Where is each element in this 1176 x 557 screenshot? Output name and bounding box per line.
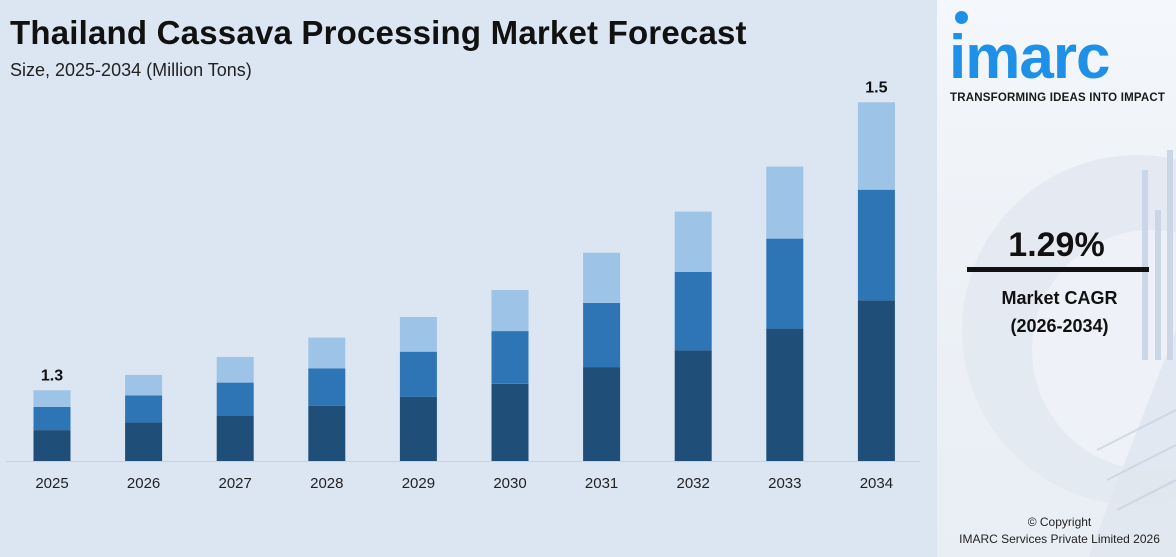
x-tick-label-2027: 2027 (219, 475, 252, 492)
copyright-line-2: IMARC Services Private Limited 2026 (959, 532, 1160, 546)
background-decoration (962, 150, 1176, 557)
data-label-2034: 1.5 (865, 79, 887, 96)
x-tick-label-2033: 2033 (768, 475, 801, 492)
chart-subtitle: Size, 2025-2034 (Million Tons) (10, 60, 252, 80)
logo-tagline: TRANSFORMING IDEAS INTO IMPACT (950, 92, 1166, 104)
bar-segment-2033-3 (766, 166, 804, 239)
bar-segment-2026-2 (125, 395, 163, 423)
bar-segment-2027-2 (216, 382, 254, 416)
cagr-divider (967, 267, 1149, 272)
bar-segment-2028-2 (308, 368, 346, 406)
x-tick-label-2028: 2028 (310, 475, 343, 492)
bar-segment-2028-3 (308, 337, 346, 369)
bar-segment-2028-1 (308, 405, 346, 461)
cagr-label-line-2: (2026-2034) (1010, 316, 1109, 336)
bar-segment-2030-2 (491, 331, 529, 384)
bar-segment-2031-1 (583, 367, 621, 461)
bar-segment-2029-2 (399, 351, 437, 397)
bar-segment-2033-2 (766, 238, 804, 329)
bar-segment-2032-3 (674, 211, 712, 272)
imarc-logo: imarc TRANSFORMING IDEAS INTO IMPACT (947, 8, 1176, 108)
bar-segment-2029-3 (399, 317, 437, 352)
chart-panel: Thailand Cassava Processing Market Forec… (6, 14, 920, 492)
bar-segment-2025-1 (33, 430, 71, 461)
bar-segment-2034-3 (857, 102, 895, 190)
bar-segment-2031-3 (583, 252, 621, 303)
bar-segment-2030-3 (491, 290, 529, 332)
bar-segment-2034-1 (857, 300, 895, 461)
bar-segment-2030-1 (491, 383, 529, 461)
bar-segment-2031-2 (583, 302, 621, 368)
cagr-label-line-1: Market CAGR (1001, 288, 1118, 308)
side-panel: imarc TRANSFORMING IDEAS INTO IMPACT 1.2… (937, 0, 1176, 557)
bar-segment-2033-1 (766, 328, 804, 461)
x-tick-label-2025: 2025 (35, 475, 68, 492)
bar-segment-2032-2 (674, 272, 712, 351)
bar-segment-2027-3 (216, 356, 254, 383)
data-label-2025: 1.3 (41, 367, 63, 384)
copyright: © Copyright IMARC Services Private Limit… (937, 514, 1176, 548)
bar-segment-2032-1 (674, 350, 712, 461)
bar-segment-2027-1 (216, 416, 254, 461)
bar-segment-2025-3 (33, 390, 71, 407)
bar-segment-2025-2 (33, 407, 71, 431)
x-tick-label-2032: 2032 (677, 475, 710, 492)
bar-segment-2034-2 (857, 189, 895, 301)
x-tick-label-2026: 2026 (127, 475, 160, 492)
x-tick-label-2030: 2030 (493, 475, 526, 492)
bar-segment-2029-1 (399, 396, 437, 461)
logo-dot-icon (955, 11, 968, 24)
x-tick-label-2034: 2034 (860, 475, 893, 492)
cagr-value: 1.29% (1008, 226, 1105, 264)
bar-segment-2026-3 (125, 374, 163, 396)
chart-title: Thailand Cassava Processing Market Forec… (10, 14, 747, 51)
bar-segment-2026-1 (125, 422, 163, 461)
logo-wordmark: imarc (949, 23, 1110, 92)
x-tick-label-2029: 2029 (402, 475, 435, 492)
copyright-line-1: © Copyright (1027, 515, 1092, 529)
x-tick-label-2031: 2031 (585, 475, 618, 492)
bar-chart: 2025 1.3 2026 2027 2028 2029 2030 2031 2032 2033 2… (6, 79, 920, 492)
cagr-label: Market CAGR (2026-2034) (937, 284, 1176, 340)
